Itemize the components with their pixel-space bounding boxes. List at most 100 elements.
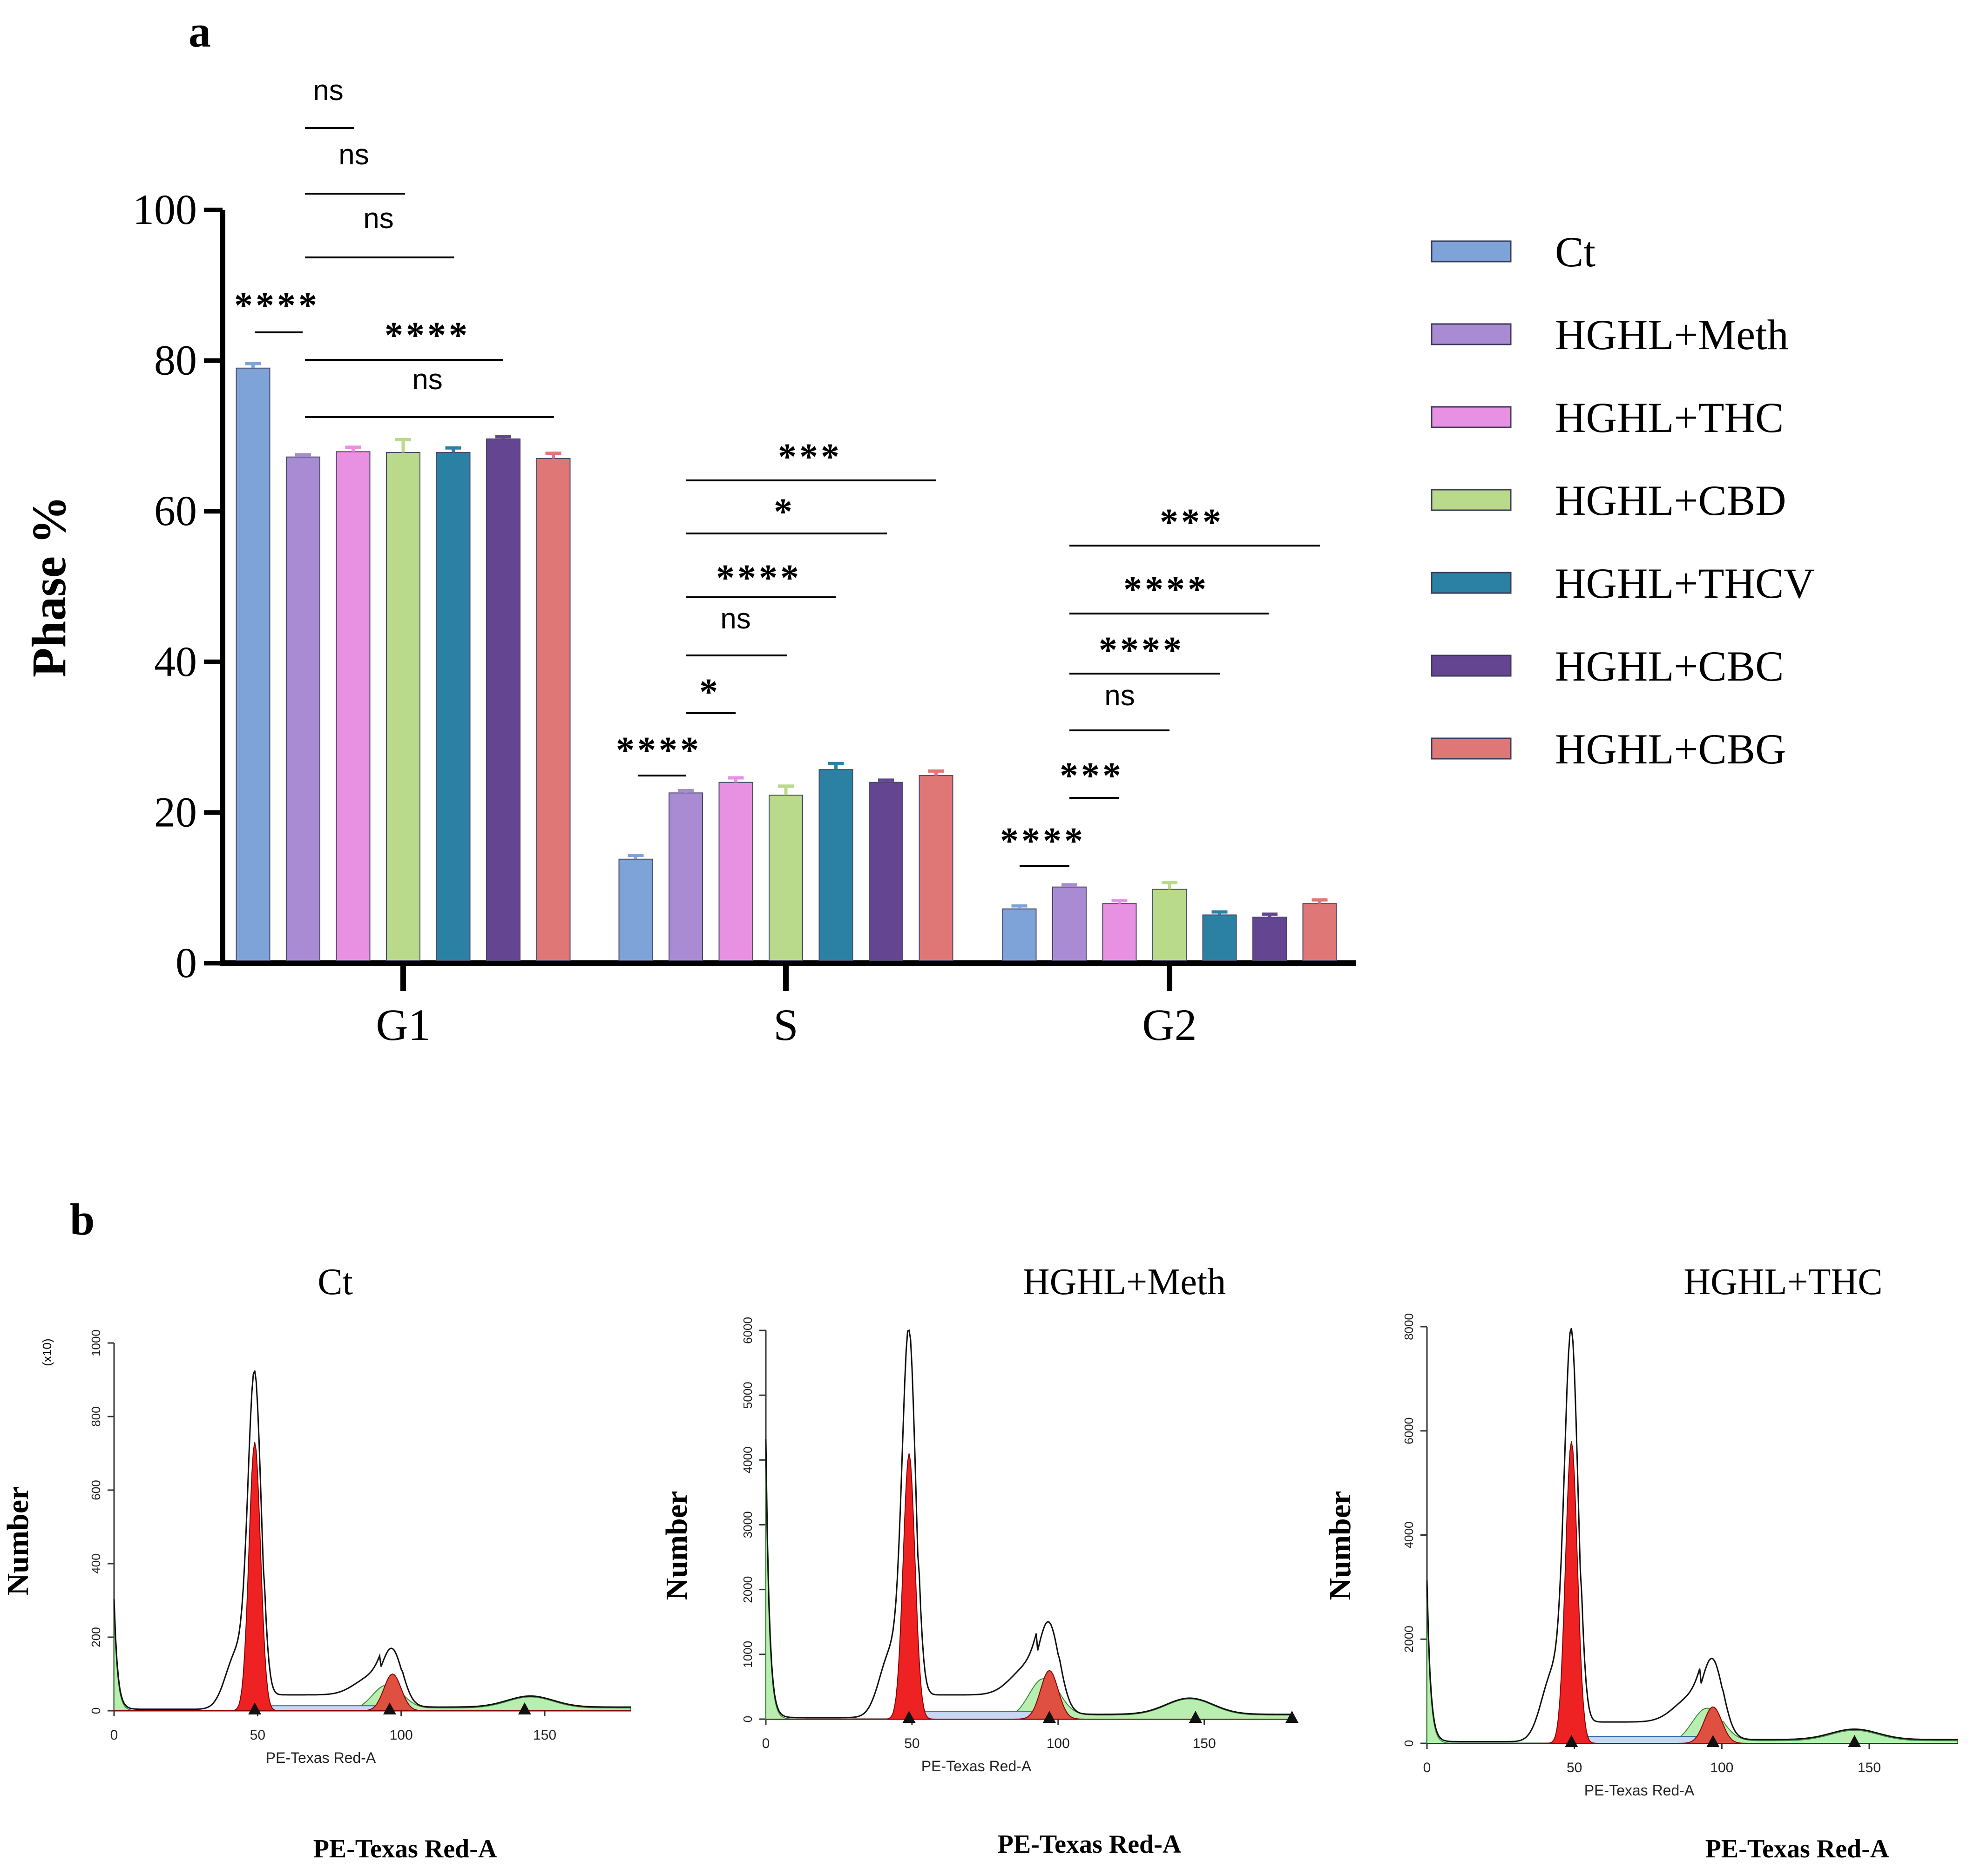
bar (1002, 908, 1037, 961)
legend-swatch (1431, 323, 1512, 345)
scale-note: (x10) (40, 1338, 54, 1366)
bar (486, 438, 521, 961)
histogram-y-tick-label: 600 (89, 1480, 103, 1500)
histogram-caption: PE-Texas Red-A (998, 1830, 1182, 1859)
significance-label: * (699, 672, 721, 713)
g1-fit-area (1427, 1441, 1958, 1744)
y-tick-label: 0 (176, 939, 197, 986)
histogram-y-tick-label: 0 (1402, 1740, 1416, 1747)
y-tick-label: 80 (154, 337, 197, 384)
peak-marker (1706, 1735, 1720, 1747)
bar (1102, 903, 1137, 961)
legend-label: Ct (1555, 228, 1595, 276)
peak-marker (1189, 1711, 1202, 1723)
histogram-caption: PE-Texas Red-A (313, 1835, 497, 1863)
histogram-x-tick-label: 100 (1710, 1760, 1733, 1775)
x-tick-label: G1 (376, 1000, 430, 1050)
histogram-y-label: Number (1323, 1491, 1357, 1600)
significance-label: **** (1000, 821, 1086, 862)
bar (536, 458, 571, 961)
bar (718, 782, 753, 961)
significance-label: **** (1123, 569, 1209, 610)
significance-label: **** (716, 558, 802, 599)
histogram-y-tick-label: 2000 (1402, 1626, 1416, 1653)
histogram-y-tick-label: 6000 (741, 1317, 755, 1344)
legend-label: HGHL+Meth (1555, 311, 1789, 358)
peak-marker (383, 1702, 396, 1714)
legend-label: HGHL+THC (1555, 394, 1784, 441)
debris-fit-area (114, 1611, 631, 1711)
histogram-y-label: Number (660, 1491, 694, 1600)
debris-fit-area (1426, 1598, 1958, 1744)
y-tick-label: 20 (154, 788, 197, 836)
bar (1052, 886, 1087, 961)
peak-marker (248, 1702, 262, 1714)
legend-swatch (1431, 489, 1512, 511)
g2-fit-area (766, 1670, 1292, 1720)
peak-marker (902, 1711, 916, 1723)
y-tick-label: 60 (154, 487, 197, 534)
histogram-title: Ct (318, 1262, 353, 1302)
legend-label: HGHL+CBC (1555, 642, 1784, 690)
histogram-x-tick-label: 150 (533, 1728, 556, 1743)
significance-label: **** (234, 285, 320, 326)
panel-b-label: b (70, 1194, 95, 1244)
histogram-x-tick-label: 100 (390, 1728, 413, 1743)
bar (1202, 914, 1237, 961)
g1-fit-area (766, 1453, 1292, 1720)
histogram-2: HGHL+MethNumber0100020003000400050006000… (660, 1262, 1298, 1859)
peak-marker (518, 1702, 531, 1714)
histogram-y-tick-label: 3000 (741, 1512, 755, 1539)
peak-marker (1565, 1735, 1578, 1747)
legend-label: HGHL+THCV (1555, 560, 1815, 607)
y-tick-label: 100 (133, 186, 197, 233)
histogram-x-tick-label: 0 (110, 1728, 118, 1743)
bar (618, 858, 653, 961)
histogram-x-tick-label: 150 (1193, 1736, 1216, 1751)
bar (1152, 889, 1187, 961)
legend-swatch (1431, 240, 1512, 263)
histogram-y-tick-label: 200 (89, 1627, 103, 1647)
histogram-y-tick-label: 8000 (1402, 1313, 1416, 1340)
bar (1302, 903, 1337, 961)
bar (236, 367, 270, 961)
histogram-x-tick-label: 150 (1858, 1760, 1881, 1775)
y-tick-label: 40 (154, 638, 197, 685)
significance-label: *** (778, 437, 842, 478)
x-tick-label: G2 (1142, 1000, 1197, 1050)
histogram-y-tick-label: 0 (741, 1716, 755, 1722)
histogram-caption: PE-Texas Red-A (1705, 1835, 1889, 1863)
legend-swatch (1431, 572, 1512, 594)
histogram-1: Ct Number (x10) 0 200 400 600 800 1000 0 50 100 150 P… (1, 1262, 631, 1863)
g2-fit-area (1427, 1706, 1958, 1744)
histogram-x-tick-label: 50 (904, 1736, 919, 1751)
significance-label: ns (412, 364, 442, 396)
histogram-3: HGHL+THC Number 0 2000 4000 6000 8000 0 50 100 150… (1323, 1262, 1958, 1863)
peak-marker (1848, 1735, 1861, 1747)
bar (1252, 917, 1287, 961)
histogram-y-tick-label: 4000 (741, 1446, 755, 1473)
debris-fit-area (765, 1468, 1292, 1720)
histogram-y-tick-label: 1000 (741, 1641, 755, 1668)
bar (818, 769, 853, 961)
g2-fit-area (114, 1673, 631, 1711)
legend: Ct HGHL+Meth HGHL+THC HGHL+CBD HGHL+THCV HGHL… (1431, 228, 1815, 773)
histogram-x-tick-label: 50 (1567, 1760, 1582, 1775)
significance-label: ns (363, 202, 393, 235)
y-axis-label: Phase % (22, 496, 76, 677)
histogram-title: HGHL+THC (1683, 1262, 1882, 1302)
significance-label: **** (616, 730, 702, 771)
histogram-line (113, 1370, 631, 1710)
legend-swatch (1431, 406, 1512, 428)
significance-label: **** (385, 315, 470, 356)
bar (386, 452, 420, 961)
bar (869, 782, 903, 961)
histogram-y-tick-label: 2000 (741, 1576, 755, 1603)
histogram-y-tick-label: 1000 (89, 1329, 103, 1356)
bar (336, 451, 371, 961)
histogram-x-label: PE-Texas Red-A (266, 1749, 376, 1766)
histogram-y-tick-label: 5000 (741, 1382, 755, 1409)
histogram-line (765, 1329, 1292, 1719)
bar (919, 775, 953, 961)
